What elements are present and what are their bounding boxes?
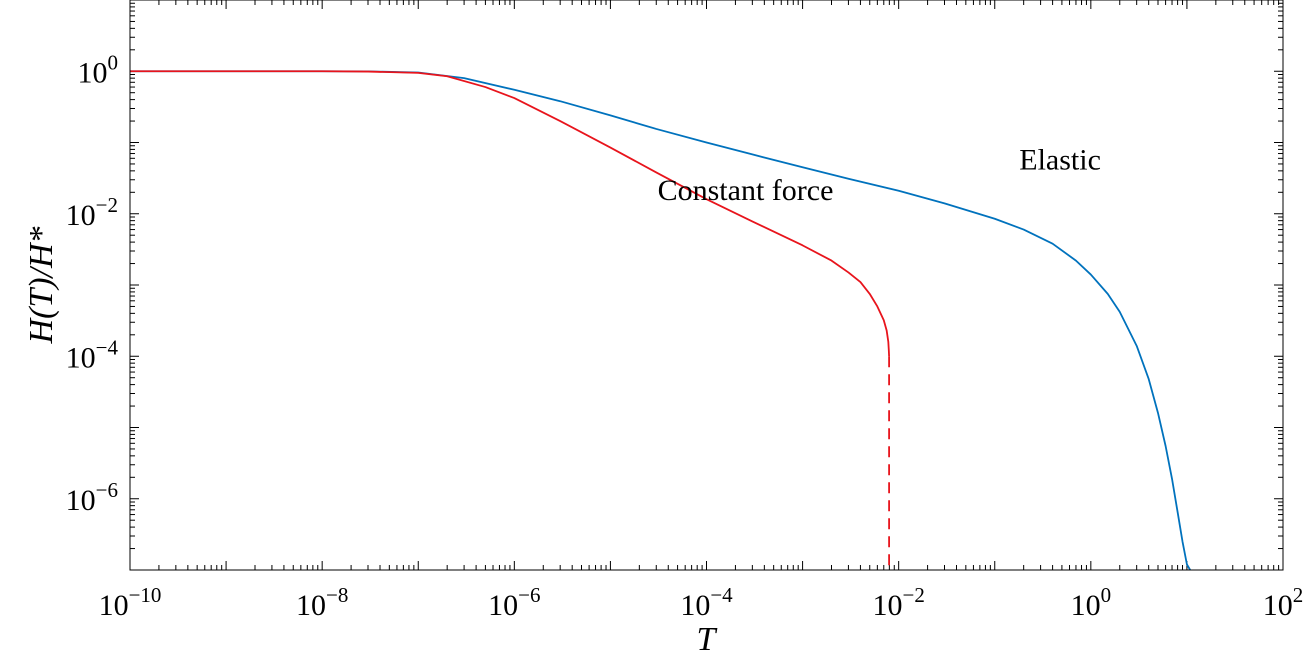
x-tick-label: 10−4	[680, 583, 733, 622]
x-tick-label: 102	[1263, 583, 1304, 622]
tick-labels: 10−10 10−8 10−6 10−4 10−2 100 102 100 10−2 10−4 10…	[66, 50, 1304, 622]
x-tick-label: 100	[1071, 583, 1112, 622]
series-line-elastic	[130, 70, 1191, 571]
y-tick-label: 10−4	[66, 335, 119, 374]
x-tick-label: 10−8	[296, 583, 348, 622]
annotation-elastic: Elastic	[1019, 143, 1101, 176]
x-axis-label: T	[697, 621, 718, 658]
plot-frame	[129, 0, 1284, 571]
x-tick-label: 10−10	[99, 583, 162, 622]
y-axis-label: H(T)/H*	[23, 226, 60, 344]
x-tick-label: 10−6	[488, 583, 540, 622]
annotation-constant-force: Constant force	[658, 174, 834, 207]
annotations: Elastic Constant force	[658, 143, 1101, 207]
series-layer	[130, 70, 1191, 571]
y-tick-label: 10−6	[66, 478, 118, 517]
y-tick-label: 100	[78, 50, 119, 89]
series-line-constant-force	[130, 70, 890, 357]
x-tick-label: 10−2	[872, 583, 924, 622]
y-tick-label: 10−2	[66, 193, 118, 232]
axis-ticks	[129, 0, 1284, 571]
